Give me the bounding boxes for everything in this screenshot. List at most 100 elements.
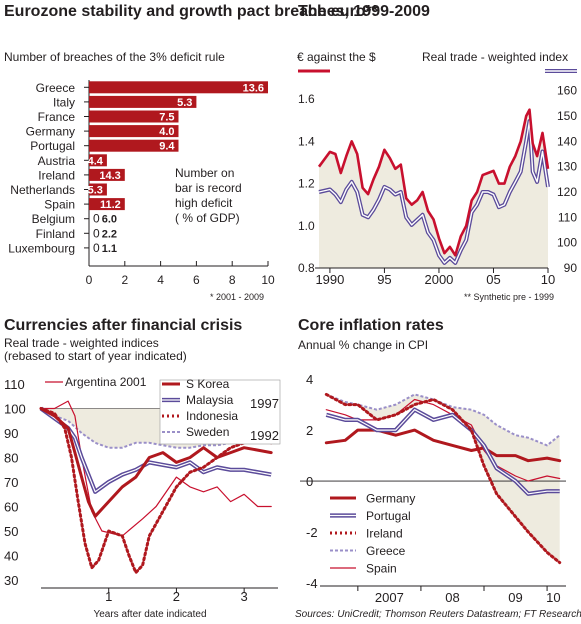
euro-xtick-label: 95	[377, 272, 391, 287]
bar-category-label: Spain	[44, 198, 75, 212]
inflation-line-portugal	[326, 409, 560, 495]
euro-xtick-label: 05	[486, 272, 500, 287]
euro-title: The euro**	[298, 3, 379, 20]
inflation-ytick-label: -4	[306, 576, 318, 591]
bar-value-label: 6.0	[102, 214, 117, 226]
euro-left-axis-label: € against the $	[297, 50, 376, 64]
bar	[89, 81, 268, 94]
inflation-ytick-label: 4	[306, 372, 313, 387]
breaches-bar-chart: 0 2 4 6 8 10 Greece 13.6 Italy 5.3 France 7.5 German…	[8, 80, 275, 287]
currencies-legend-label: Malaysia	[186, 393, 234, 407]
inflation-xtick-label: 08	[445, 590, 459, 605]
euro-right-axis-label: Real trade - weighted index	[422, 50, 569, 64]
inflation-legend-label: Greece	[366, 544, 406, 558]
bar	[89, 198, 125, 211]
inflation-area-fill	[326, 394, 560, 563]
currencies-xtick-label: 3	[241, 589, 248, 604]
currencies-line-argentina-2001	[40, 400, 272, 537]
bar-category-label: Belgium	[32, 212, 75, 226]
bar-value-zero: 0	[93, 212, 100, 226]
breaches-footnote: * 2001 - 2009	[210, 292, 265, 302]
bar-value-label: 4.0	[159, 126, 174, 138]
bar	[89, 110, 179, 123]
currencies-xtick-label: 1	[105, 589, 112, 604]
bar-value-label: 5.3	[177, 97, 192, 109]
currencies-group-label: 1997	[250, 396, 279, 411]
currencies-legend-label: Argentina 2001	[65, 375, 147, 389]
euro-yleft-tick-label: 1.4	[298, 134, 315, 148]
bar-xtick-label: 2	[121, 273, 128, 287]
euro-yright-tick-label: 110	[558, 210, 577, 224]
euro-yright-tick-label: 100	[557, 236, 577, 250]
bar-value-label: 14.3	[99, 170, 120, 182]
euro-xtick-label: 2000	[424, 272, 453, 287]
inflation-legend-label: Germany	[366, 492, 415, 506]
inflation-line-germany	[324, 428, 562, 463]
bar-value-label: 2.2	[102, 228, 117, 240]
bar-category-label: Ireland	[38, 168, 75, 182]
bar-value-label: 7.5	[159, 112, 174, 124]
inflation-xtick-label: 10	[546, 590, 560, 605]
inflation-line-ireland	[324, 392, 562, 565]
currencies-legend-label: S Korea	[186, 377, 230, 391]
inflation-line-greece	[325, 393, 561, 447]
bar	[89, 154, 107, 167]
bar-xtick-label: 6	[193, 273, 200, 287]
currencies-xlabel: Years after date indicated	[93, 609, 206, 620]
currencies-ytick-label: 80	[4, 451, 18, 466]
bar-xtick-label: 0	[86, 273, 93, 287]
euro-yright-tick-label: 90	[564, 261, 578, 275]
euro-yright-tick-label: 160	[557, 84, 577, 98]
bar-category-label: Finland	[36, 227, 75, 241]
euro-yright-tick-label: 120	[557, 185, 577, 199]
inflation-ytick-label: -2	[306, 525, 318, 540]
bar	[89, 125, 179, 138]
currencies-subtitle: Real trade - weighted indices (rebased t…	[4, 336, 187, 363]
bar-value-label: 1.1	[102, 243, 117, 255]
currencies-ytick-label: 90	[4, 426, 18, 441]
euro-line-eur-usd	[317, 108, 550, 257]
breaches-subtitle: Number of breaches of the 3% deficit rul…	[4, 50, 225, 64]
bar-value-label: 5.3	[88, 185, 103, 197]
bar-xtick-label: 4	[157, 273, 164, 287]
euro-yright-tick-label: 130	[557, 160, 577, 174]
inflation-subtitle: Annual % change in CPI	[298, 338, 429, 352]
currencies-legend-box	[159, 379, 281, 445]
currencies-line-chart: 1 2 3 Years after date indicated 30 40 50 60 70 8…	[4, 375, 281, 620]
bar-value-zero: 0	[93, 241, 100, 255]
euro-line-chart: 1990 95 2000 05 10 0.8 1.0 1.2 1.4 1.6 90 100 110 120…	[298, 69, 578, 287]
currencies-ytick-label: 60	[4, 500, 18, 515]
sources-footer: Sources: UniCredit; Thomson Reuters Data…	[295, 609, 581, 620]
bar-category-label: Austria	[38, 154, 76, 168]
bar-value-zero: 0	[93, 226, 100, 240]
currencies-line-indonesia	[39, 407, 273, 575]
currencies-legend-label: Sweden	[186, 425, 229, 439]
bar-value-label: 4.4	[88, 155, 104, 167]
bar-value-label: 13.6	[243, 82, 264, 94]
currencies-ytick-label: 30	[4, 573, 18, 588]
bar-category-label: France	[38, 110, 76, 124]
bar	[89, 95, 197, 108]
euro-yleft-tick-label: 1.6	[298, 92, 315, 106]
currencies-ytick-label: 70	[4, 475, 18, 490]
euro-yleft-tick-label: 1.2	[298, 177, 315, 191]
inflation-xtick-label: 09	[508, 590, 522, 605]
currencies-ytick-label: 50	[4, 524, 18, 539]
bar-category-label: Netherlands	[10, 183, 75, 197]
inflation-legend-label: Spain	[366, 562, 397, 576]
currencies-line-malaysia	[40, 408, 272, 493]
euro-xtick-label: 10	[541, 272, 555, 287]
euro-yright-tick-label: 140	[557, 134, 577, 148]
inflation-ytick-label: 2	[306, 423, 313, 438]
bar	[89, 168, 125, 181]
bar	[89, 139, 179, 152]
bar-value-label: 11.2	[100, 199, 121, 211]
euro-yleft-tick-label: 0.8	[298, 261, 315, 275]
bar-xtick-label: 10	[261, 273, 275, 287]
breaches-title: Eurozone stability and growth pact breac…	[4, 3, 430, 20]
euro-xtick-label: 1990	[315, 272, 344, 287]
bar-category-label: Luxembourg	[8, 241, 75, 255]
inflation-title: Core inflation rates	[298, 317, 444, 334]
currencies-ytick-label: 100	[4, 402, 26, 417]
